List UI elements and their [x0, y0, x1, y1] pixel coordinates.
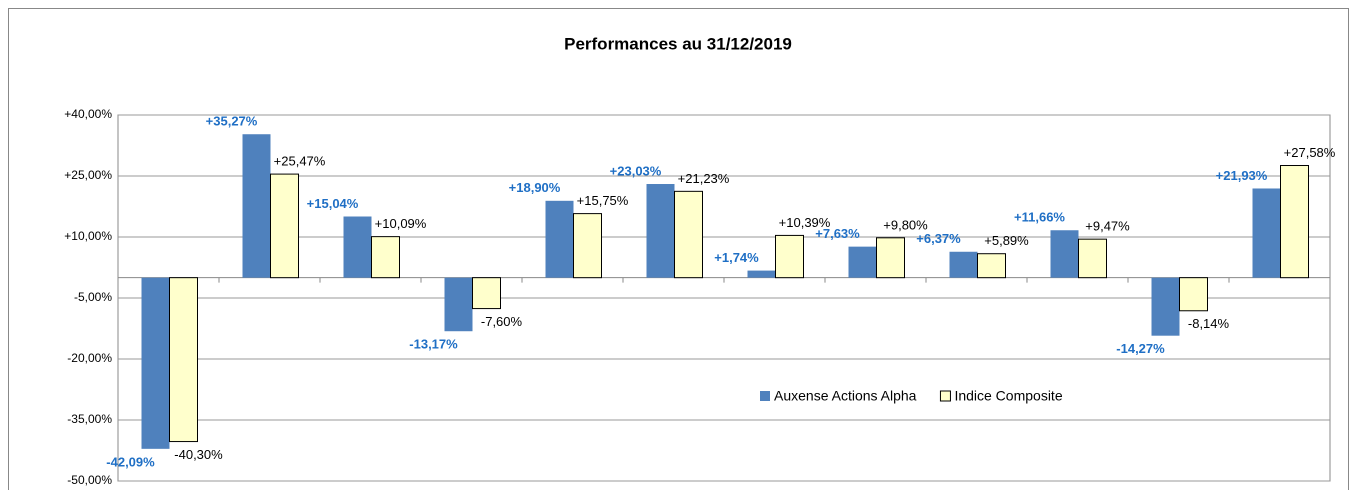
data-label: +10,39%: [779, 215, 831, 230]
y-tick-label: -5,00%: [74, 290, 112, 304]
bar: [444, 277, 473, 332]
data-label: -40,30%: [174, 447, 223, 462]
bar: [1078, 238, 1107, 279]
bar: [270, 173, 299, 279]
data-label: -8,14%: [1188, 316, 1230, 331]
data-label: +15,04%: [307, 196, 359, 211]
bar: [1280, 165, 1309, 279]
legend-label: Auxense Actions Alpha: [774, 388, 917, 404]
y-tick-label: -35,00%: [67, 412, 112, 426]
data-label: +23,03%: [610, 163, 662, 178]
bar: [848, 246, 877, 278]
data-label: +6,37%: [916, 231, 961, 246]
data-label: +27,58%: [1284, 145, 1336, 160]
legend-label: Indice Composite: [954, 388, 1062, 404]
data-label: +15,75%: [577, 193, 629, 208]
bar: [343, 216, 372, 278]
bar: [747, 270, 776, 278]
data-label: +18,90%: [509, 180, 561, 195]
data-label: +10,09%: [375, 216, 427, 231]
data-label: +1,74%: [714, 250, 759, 265]
bar: [1179, 277, 1208, 312]
y-tick-label: +10,00%: [64, 229, 112, 243]
data-label: +9,80%: [883, 217, 928, 232]
bar: [242, 134, 271, 278]
bar: [876, 237, 905, 279]
data-label: +21,93%: [1216, 168, 1268, 183]
data-label: -42,09%: [106, 454, 155, 469]
data-label: +35,27%: [206, 114, 258, 129]
bar: [775, 234, 804, 279]
y-tick-label: -50,00%: [67, 473, 112, 487]
chart-title: Performances au 31/12/2019: [564, 34, 792, 53]
data-label: +7,63%: [815, 226, 860, 241]
bar: [646, 184, 675, 278]
bar: [141, 277, 170, 449]
bar: [573, 213, 602, 279]
data-label: +25,47%: [274, 154, 326, 169]
bar: [545, 200, 574, 278]
data-label: -14,27%: [1116, 341, 1165, 356]
bar: [371, 236, 400, 279]
legend-swatch: [939, 390, 951, 402]
bar: [977, 253, 1006, 279]
data-label: +5,89%: [984, 233, 1029, 248]
data-label: +9,47%: [1085, 219, 1130, 234]
bar: [1050, 230, 1079, 278]
bar: [674, 190, 703, 279]
data-label: -7,60%: [481, 314, 523, 329]
data-label: -13,17%: [409, 337, 458, 352]
legend-swatch: [760, 391, 770, 401]
y-tick-label: -20,00%: [67, 351, 112, 365]
data-label: +21,23%: [678, 171, 730, 186]
y-tick-label: +25,00%: [64, 168, 112, 182]
bar: [1151, 277, 1180, 336]
bar: [472, 277, 501, 310]
y-tick-label: +40,00%: [64, 107, 112, 121]
bar: [949, 251, 978, 278]
data-label: +11,66%: [1014, 210, 1065, 225]
bar: [169, 277, 198, 443]
bar: [1252, 188, 1281, 278]
